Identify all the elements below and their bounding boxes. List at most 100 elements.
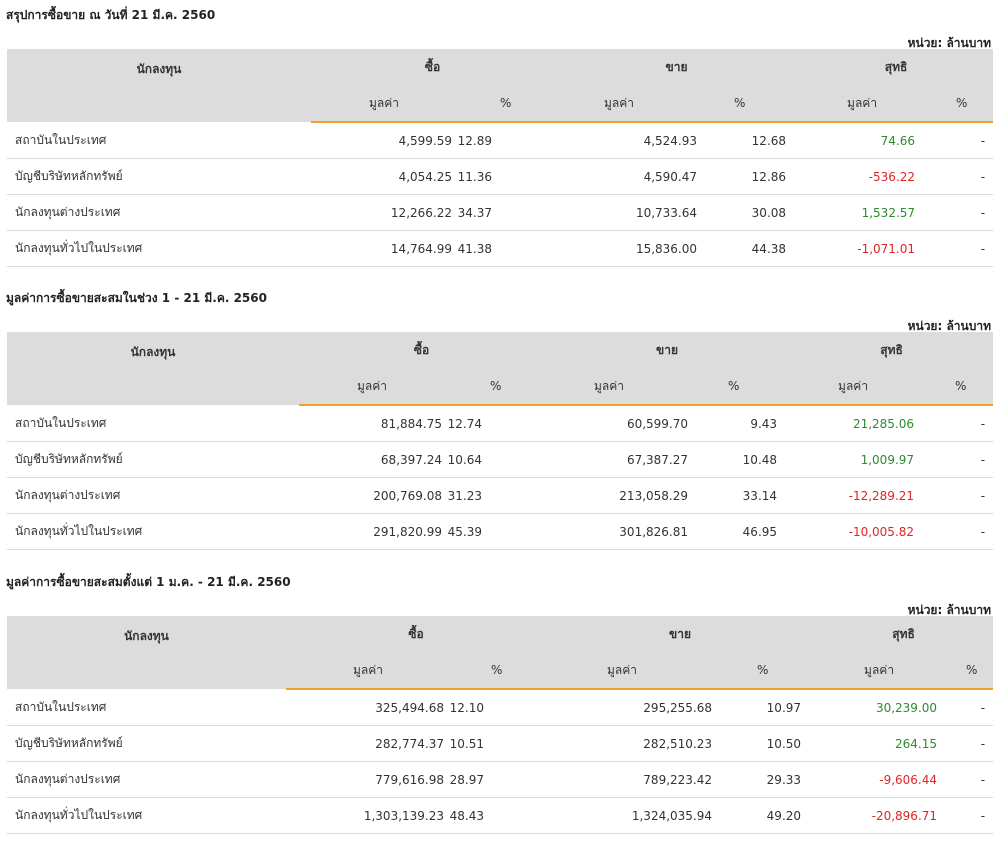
buy-value-cell: 4,599.59 — [311, 122, 454, 159]
net-percent-cell: - — [931, 122, 993, 159]
buy-value-cell: 4,054.25 — [311, 158, 454, 195]
header-sell-percent: % — [690, 368, 791, 406]
buy-value-cell: 325,494.68 — [286, 689, 446, 726]
sell-value-cell: 295,255.68 — [546, 689, 715, 726]
net-value-cell: 74.66 — [799, 122, 932, 159]
net-percent-cell: - — [953, 797, 993, 834]
net-percent-cell: - — [953, 689, 993, 726]
sell-percent-cell: 10.50 — [714, 725, 815, 762]
net-percent-cell: - — [931, 158, 993, 195]
header-buy-percent: % — [454, 85, 555, 123]
net-value-cell: -20,896.71 — [814, 797, 954, 834]
table-row: นักลงทุนทั่วไปในประเทศ 291,820.99 45.39 301… — [7, 513, 993, 550]
sell-percent-cell: 49.20 — [714, 797, 815, 834]
summary-section-month-to-date: มูลค่าการซื้อขายสะสมในช่วง 1 - 21 มี.ค. … — [0, 289, 993, 559]
net-percent-cell: - — [953, 725, 993, 762]
header-buy-percent: % — [446, 652, 547, 690]
net-value-cell: -10,005.82 — [790, 513, 931, 550]
buy-value-cell: 291,820.99 — [299, 513, 444, 550]
buy-value-cell: 779,616.98 — [286, 761, 446, 798]
header-net-value: มูลค่า — [814, 652, 954, 690]
sell-value-cell: 789,223.42 — [546, 761, 715, 798]
net-percent-cell: - — [930, 513, 993, 550]
buy-percent-cell: 31.23 — [444, 477, 545, 514]
investor-name-cell: นักลงทุนทั่วไปในประเทศ — [7, 230, 311, 267]
header-sell: ขาย — [554, 49, 800, 85]
sell-percent-cell: 12.86 — [699, 158, 800, 195]
investor-name-cell: นักลงทุนต่างประเทศ — [7, 194, 311, 231]
table-row: บัญชีบริษัทหลักทรัพย์ 4,054.25 11.36 4,590.… — [7, 158, 993, 195]
header-sell: ขาย — [546, 616, 815, 652]
section-title: สรุปการซื้อขาย ณ วันที่ 21 มี.ค. 2560 — [6, 8, 216, 22]
sell-value-cell: 301,826.81 — [544, 513, 691, 550]
sell-percent-cell: 46.95 — [690, 513, 791, 550]
buy-value-cell: 200,769.08 — [299, 477, 444, 514]
sell-percent-cell: 29.33 — [714, 761, 815, 798]
sell-value-cell: 4,524.93 — [554, 122, 700, 159]
net-value-cell: 30,239.00 — [814, 689, 954, 726]
table-row: นักลงทุนต่างประเทศ 12,266.22 34.37 10,733.6… — [7, 194, 993, 231]
sell-percent-cell: 44.38 — [699, 230, 800, 267]
trading-table: นักลงทุน ซื้อ ขาย สุทธิ มูลค่า % มูลค่า … — [7, 616, 993, 834]
header-sell-value: มูลค่า — [544, 368, 691, 406]
investor-name-cell: บัญชีบริษัทหลักทรัพย์ — [7, 158, 311, 195]
sell-value-cell: 1,324,035.94 — [546, 797, 715, 834]
net-value-cell: -9,606.44 — [814, 761, 954, 798]
header-net: สุทธิ — [814, 616, 993, 652]
buy-value-cell: 14,764.99 — [311, 230, 454, 267]
header-buy-value: มูลค่า — [286, 652, 446, 690]
sell-value-cell: 15,836.00 — [554, 230, 700, 267]
sell-value-cell: 60,599.70 — [544, 405, 691, 442]
summary-section-daily: สรุปการซื้อขาย ณ วันที่ 21 มี.ค. 2560 หน… — [0, 6, 993, 276]
sell-percent-cell: 30.08 — [699, 194, 800, 231]
net-percent-cell: - — [931, 194, 993, 231]
unit-label: หน่วย: ล้านบาท — [907, 36, 991, 50]
buy-percent-cell: 11.36 — [454, 158, 555, 195]
net-value-cell: 1,532.57 — [799, 194, 932, 231]
sell-percent-cell: 9.43 — [690, 405, 791, 442]
sell-percent-cell: 12.68 — [699, 122, 800, 159]
investor-name-cell: สถาบันในประเทศ — [7, 122, 311, 159]
header-net-value: มูลค่า — [790, 368, 931, 406]
sell-value-cell: 4,590.47 — [554, 158, 700, 195]
table-row: สถาบันในประเทศ 4,599.59 12.89 4,524.93 12.68… — [7, 122, 993, 159]
buy-value-cell: 282,774.37 — [286, 725, 446, 762]
header-sell: ขาย — [544, 332, 791, 368]
header-net-value: มูลค่า — [799, 85, 932, 123]
investor-name-cell: นักลงทุนทั่วไปในประเทศ — [7, 513, 299, 550]
buy-value-cell: 1,303,139.23 — [286, 797, 446, 834]
net-percent-cell: - — [930, 477, 993, 514]
header-buy-value: มูลค่า — [311, 85, 454, 123]
sell-value-cell: 282,510.23 — [546, 725, 715, 762]
header-buy-value: มูลค่า — [299, 368, 444, 406]
header-sell-percent: % — [714, 652, 815, 690]
investor-name-cell: สถาบันในประเทศ — [7, 689, 286, 726]
table-row: นักลงทุนต่างประเทศ 200,769.08 31.23 213,058… — [7, 477, 993, 514]
buy-percent-cell: 12.89 — [454, 122, 555, 159]
sell-percent-cell: 10.48 — [690, 441, 791, 478]
header-net-percent: % — [953, 652, 993, 690]
sell-value-cell: 213,058.29 — [544, 477, 691, 514]
header-investor: นักลงทุน — [7, 332, 299, 405]
header-net: สุทธิ — [790, 332, 993, 368]
investor-name-cell: นักลงทุนต่างประเทศ — [7, 477, 299, 514]
section-title: มูลค่าการซื้อขายสะสมในช่วง 1 - 21 มี.ค. … — [6, 291, 267, 305]
header-net: สุทธิ — [799, 49, 993, 85]
header-net-percent: % — [930, 368, 993, 406]
table-row: สถาบันในประเทศ 81,884.75 12.74 60,599.70 9.4… — [7, 405, 993, 442]
sell-value-cell: 10,733.64 — [554, 194, 700, 231]
buy-percent-cell: 45.39 — [444, 513, 545, 550]
header-buy: ซื้อ — [286, 616, 547, 652]
net-percent-cell: - — [953, 761, 993, 798]
buy-value-cell: 81,884.75 — [299, 405, 444, 442]
net-percent-cell: - — [931, 230, 993, 267]
table-row: นักลงทุนทั่วไปในประเทศ 1,303,139.23 48.43 1… — [7, 797, 993, 834]
net-value-cell: 1,009.97 — [790, 441, 931, 478]
net-value-cell: 21,285.06 — [790, 405, 931, 442]
investor-name-cell: นักลงทุนต่างประเทศ — [7, 761, 286, 798]
investor-name-cell: บัญชีบริษัทหลักทรัพย์ — [7, 725, 286, 762]
header-sell-percent: % — [699, 85, 800, 123]
investor-name-cell: นักลงทุนทั่วไปในประเทศ — [7, 797, 286, 834]
table-row: สถาบันในประเทศ 325,494.68 12.10 295,255.68 1… — [7, 689, 993, 726]
sell-percent-cell: 33.14 — [690, 477, 791, 514]
